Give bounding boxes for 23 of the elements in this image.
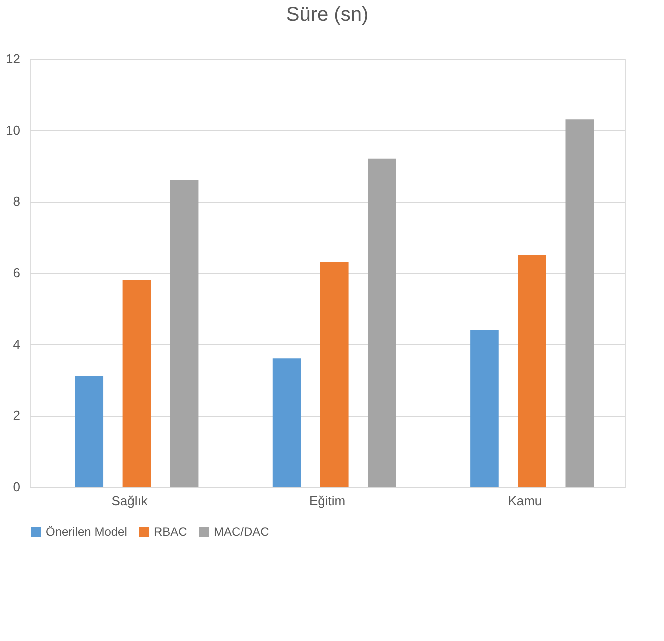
bar <box>470 330 499 487</box>
y-tick-label: 10 <box>6 122 20 138</box>
bar <box>320 262 349 487</box>
y-tick-label: 2 <box>13 408 20 424</box>
legend-label: Önerilen Model <box>46 525 128 539</box>
y-tick-label: 4 <box>13 336 20 352</box>
legend-label: RBAC <box>154 525 188 539</box>
bar <box>122 280 152 487</box>
y-tick-label: 12 <box>6 52 20 66</box>
legend-label: MAC/DAC <box>214 525 270 539</box>
y-tick-label: 8 <box>13 194 20 210</box>
x-tick-label: Kamu <box>508 494 542 508</box>
bar <box>566 120 594 487</box>
chart-title: Süre (sn) <box>286 4 369 26</box>
y-tick-label: 6 <box>13 266 20 280</box>
y-tick-label: 0 <box>13 480 20 494</box>
x-tick-label: Eğitim <box>309 494 346 508</box>
bar <box>75 376 104 487</box>
bar <box>272 358 302 487</box>
bar <box>518 255 546 487</box>
x-tick-label: Sağlık <box>112 494 148 508</box>
bar <box>368 158 396 487</box>
bar <box>170 180 199 487</box>
